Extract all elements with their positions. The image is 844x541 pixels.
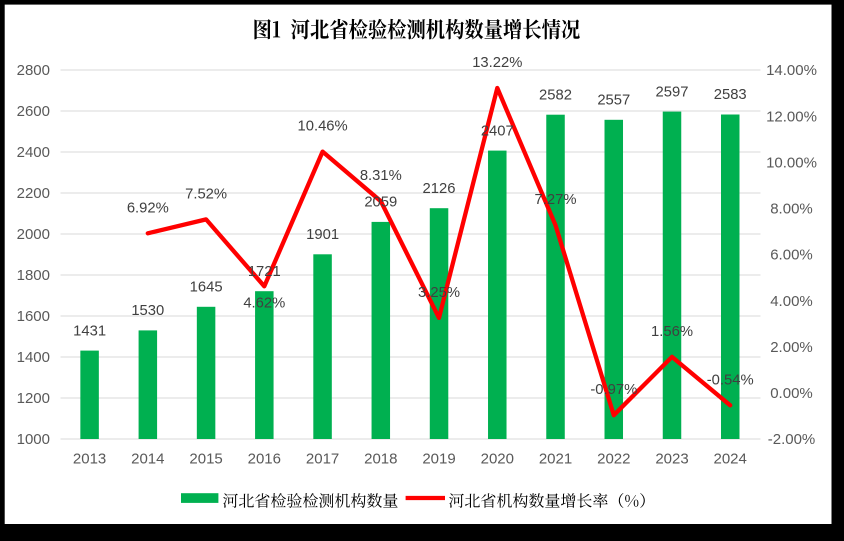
- svg-text:0.00%: 0.00%: [770, 385, 813, 402]
- svg-text:1901: 1901: [306, 227, 339, 243]
- svg-text:1200: 1200: [17, 390, 50, 407]
- svg-text:2019: 2019: [422, 451, 455, 468]
- svg-text:10.00%: 10.00%: [766, 154, 817, 171]
- svg-text:2000: 2000: [17, 226, 50, 243]
- svg-text:2597: 2597: [656, 84, 689, 100]
- svg-text:2126: 2126: [423, 181, 456, 197]
- svg-text:2013: 2013: [73, 451, 106, 468]
- svg-text:2016: 2016: [248, 451, 281, 468]
- svg-text:-0.54%: -0.54%: [707, 372, 754, 388]
- svg-text:1800: 1800: [17, 267, 50, 284]
- svg-text:2583: 2583: [714, 87, 747, 103]
- svg-text:14.00%: 14.00%: [766, 62, 817, 79]
- svg-text:10.46%: 10.46%: [298, 119, 348, 135]
- svg-text:8.31%: 8.31%: [360, 168, 402, 184]
- svg-text:12.00%: 12.00%: [766, 108, 817, 125]
- svg-text:2022: 2022: [597, 451, 630, 468]
- svg-text:2024: 2024: [714, 451, 747, 468]
- svg-text:2017: 2017: [306, 451, 339, 468]
- svg-text:1530: 1530: [131, 303, 164, 319]
- svg-text:-0.97%: -0.97%: [590, 382, 637, 398]
- svg-text:2582: 2582: [539, 87, 572, 103]
- svg-text:1400: 1400: [17, 349, 50, 366]
- svg-text:2021: 2021: [539, 451, 572, 468]
- svg-text:1.56%: 1.56%: [651, 324, 693, 340]
- svg-text:2407: 2407: [481, 123, 514, 139]
- svg-text:4.62%: 4.62%: [243, 295, 285, 311]
- svg-text:2015: 2015: [189, 451, 222, 468]
- svg-text:4.00%: 4.00%: [770, 293, 813, 310]
- svg-text:2018: 2018: [364, 451, 397, 468]
- svg-text:1000: 1000: [17, 431, 50, 448]
- svg-text:2600: 2600: [17, 103, 50, 120]
- svg-text:1721: 1721: [248, 264, 281, 280]
- svg-text:7.27%: 7.27%: [535, 192, 577, 208]
- svg-text:2800: 2800: [17, 62, 50, 79]
- svg-text:2020: 2020: [481, 451, 514, 468]
- svg-text:2014: 2014: [131, 451, 164, 468]
- svg-text:6.00%: 6.00%: [770, 247, 813, 264]
- svg-text:13.22%: 13.22%: [472, 55, 522, 71]
- svg-text:2.00%: 2.00%: [770, 339, 813, 356]
- svg-text:2400: 2400: [17, 144, 50, 161]
- svg-text:2557: 2557: [597, 93, 630, 109]
- svg-text:8.00%: 8.00%: [770, 201, 813, 218]
- svg-text:3.25%: 3.25%: [418, 285, 460, 301]
- svg-text:2059: 2059: [364, 195, 397, 211]
- svg-text:7.52%: 7.52%: [185, 186, 227, 202]
- svg-text:2023: 2023: [655, 451, 688, 468]
- svg-text:6.92%: 6.92%: [127, 200, 169, 216]
- svg-text:1431: 1431: [73, 323, 106, 339]
- svg-text:2200: 2200: [17, 185, 50, 202]
- svg-text:1600: 1600: [17, 308, 50, 325]
- svg-text:-2.00%: -2.00%: [768, 431, 816, 448]
- svg-text:1645: 1645: [190, 280, 223, 296]
